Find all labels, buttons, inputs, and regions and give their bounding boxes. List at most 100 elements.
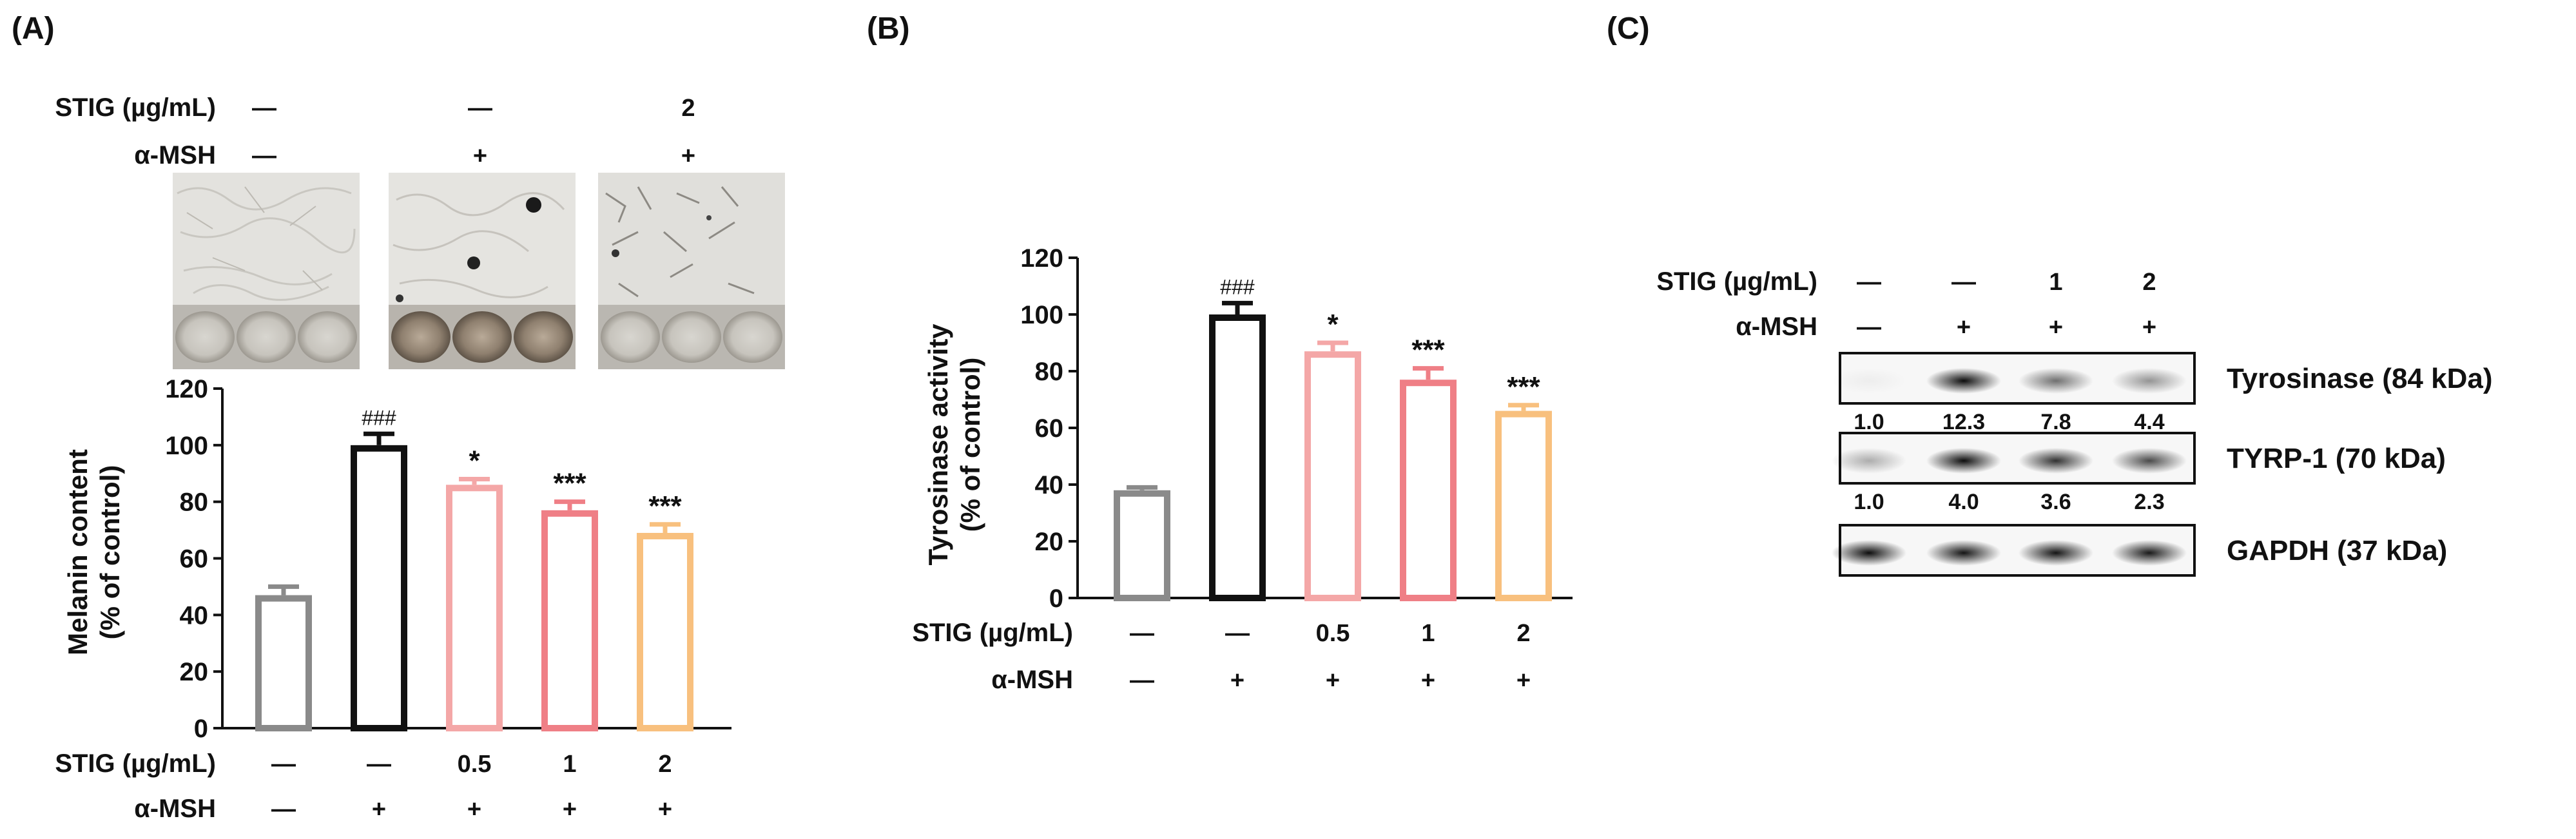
stig-value: — — [1951, 269, 1976, 296]
msh-value: — — [271, 796, 296, 823]
stig-value: — — [271, 751, 296, 778]
y-tick-label: 100 — [1020, 301, 1063, 329]
protein-band — [2019, 368, 2093, 394]
bar — [1114, 490, 1170, 601]
y-tick-label: 40 — [1035, 471, 1064, 499]
y-axis-label: Melanin content — [63, 449, 93, 655]
msh-value: + — [473, 142, 487, 169]
stig-value: — — [252, 95, 276, 122]
band-quantification: 4.4 — [2134, 410, 2164, 434]
tyrosinase-chart: Tyrosinase activity (% of control) STIG … — [912, 244, 1573, 694]
blot-label: TYRP-1 (70 kDa) — [2227, 443, 2446, 474]
y-tick-label: 100 — [165, 432, 208, 460]
stig-value: 0.5 — [1316, 620, 1350, 647]
stig-value: 2 — [2142, 269, 2156, 296]
panel-label-b: (B) — [867, 12, 910, 46]
msh-value: — — [1857, 314, 1881, 341]
msh-value: — — [1130, 667, 1154, 694]
msh-value: + — [563, 796, 577, 823]
y-tick-label: 120 — [165, 375, 208, 403]
stig-row-label: STIG (µg/mL) — [55, 749, 216, 778]
stig-value: 2 — [681, 95, 695, 122]
msh-value: + — [1230, 667, 1244, 694]
msh-value: + — [658, 796, 672, 823]
stig-value: — — [367, 751, 391, 778]
bar — [255, 595, 312, 732]
protein-band — [2019, 540, 2093, 566]
western-blot: STIG (µg/mL) α-MSH — — — +1 +2 + Tyrosinase (8… — [1656, 267, 2492, 577]
bar — [1495, 410, 1552, 601]
y-axis-label: (% of control) — [955, 358, 985, 532]
msh-row-label: α-MSH — [134, 795, 216, 823]
band-quantification: 1.0 — [1854, 410, 1884, 434]
band-quantification: 4.0 — [1948, 490, 1979, 514]
bar — [637, 532, 693, 731]
stig-value: 1 — [563, 751, 576, 778]
bar — [1304, 351, 1361, 601]
blot-label: Tyrosinase (84 kDa) — [2227, 363, 2492, 394]
bar — [1209, 314, 1266, 601]
band-quantification: 3.6 — [2040, 490, 2071, 514]
protein-band — [1832, 448, 1906, 474]
micrograph-control — [173, 173, 360, 369]
msh-value: + — [1516, 667, 1531, 694]
msh-value: + — [467, 796, 481, 823]
significance-label: *** — [1507, 371, 1540, 403]
significance-label: ### — [1220, 275, 1255, 298]
msh-value: + — [2142, 314, 2156, 341]
stig-value: — — [1130, 620, 1154, 647]
protein-band — [2112, 368, 2187, 394]
y-tick-label: 40 — [180, 601, 209, 630]
stig-value: — — [1225, 620, 1250, 647]
y-tick-label: 60 — [180, 545, 209, 574]
protein-band — [1832, 368, 1906, 394]
band-quantification: 1.0 — [1854, 490, 1884, 514]
stig-label: STIG (µg/mL) — [1656, 267, 1817, 296]
msh-value: + — [372, 796, 386, 823]
micrograph-msh — [389, 173, 576, 369]
protein-band — [1832, 540, 1906, 566]
panel-label-a: (A) — [12, 12, 55, 46]
protein-band — [1926, 368, 2001, 394]
significance-label: *** — [1411, 334, 1445, 366]
significance-label: * — [1327, 309, 1339, 340]
panel-label-c: (C) — [1607, 12, 1650, 46]
stig-value: 0.5 — [458, 751, 492, 778]
y-axis-label: Tyrosinase activity — [923, 323, 953, 566]
bar — [1400, 380, 1457, 601]
protein-band — [1926, 448, 2001, 474]
msh-value: + — [1957, 314, 1971, 341]
significance-label: ### — [362, 406, 396, 429]
bar — [541, 510, 598, 731]
band-quantification: 7.8 — [2040, 410, 2071, 434]
y-axis-label: (% of control) — [95, 465, 125, 640]
y-tick-label: 80 — [180, 488, 209, 517]
msh-value: + — [681, 142, 695, 169]
stig-value: 1 — [2049, 269, 2062, 296]
msh-value: — — [252, 142, 276, 169]
significance-label: *** — [553, 468, 586, 499]
y-tick-label: 60 — [1035, 414, 1064, 443]
msh-value: + — [1421, 667, 1435, 694]
stig-value: 1 — [1421, 620, 1435, 647]
bar — [446, 485, 503, 731]
blot-label: GAPDH (37 kDa) — [2227, 535, 2447, 566]
stig-value: 2 — [1516, 620, 1530, 647]
protein-band — [2112, 448, 2187, 474]
panel-a-image-treatments: STIG (µg/mL) α-MSH — — 2 — + + — [55, 93, 695, 169]
stig-value: 2 — [658, 751, 672, 778]
y-tick-label: 0 — [1049, 584, 1063, 613]
y-tick-label: 0 — [194, 715, 208, 743]
msh-label: α-MSH — [134, 141, 216, 169]
y-tick-label: 80 — [1035, 358, 1064, 386]
significance-label: *** — [648, 490, 682, 522]
bar — [351, 445, 407, 731]
y-tick-label: 120 — [1020, 244, 1063, 273]
significance-label: * — [469, 445, 480, 477]
protein-band — [2019, 448, 2093, 474]
band-quantification: 12.3 — [1942, 410, 1985, 434]
msh-label: α-MSH — [1736, 313, 1817, 341]
micrograph-stig-2 — [598, 173, 785, 369]
melanin-chart: Melanin content (% of control) STIG (µg/… — [55, 375, 731, 823]
